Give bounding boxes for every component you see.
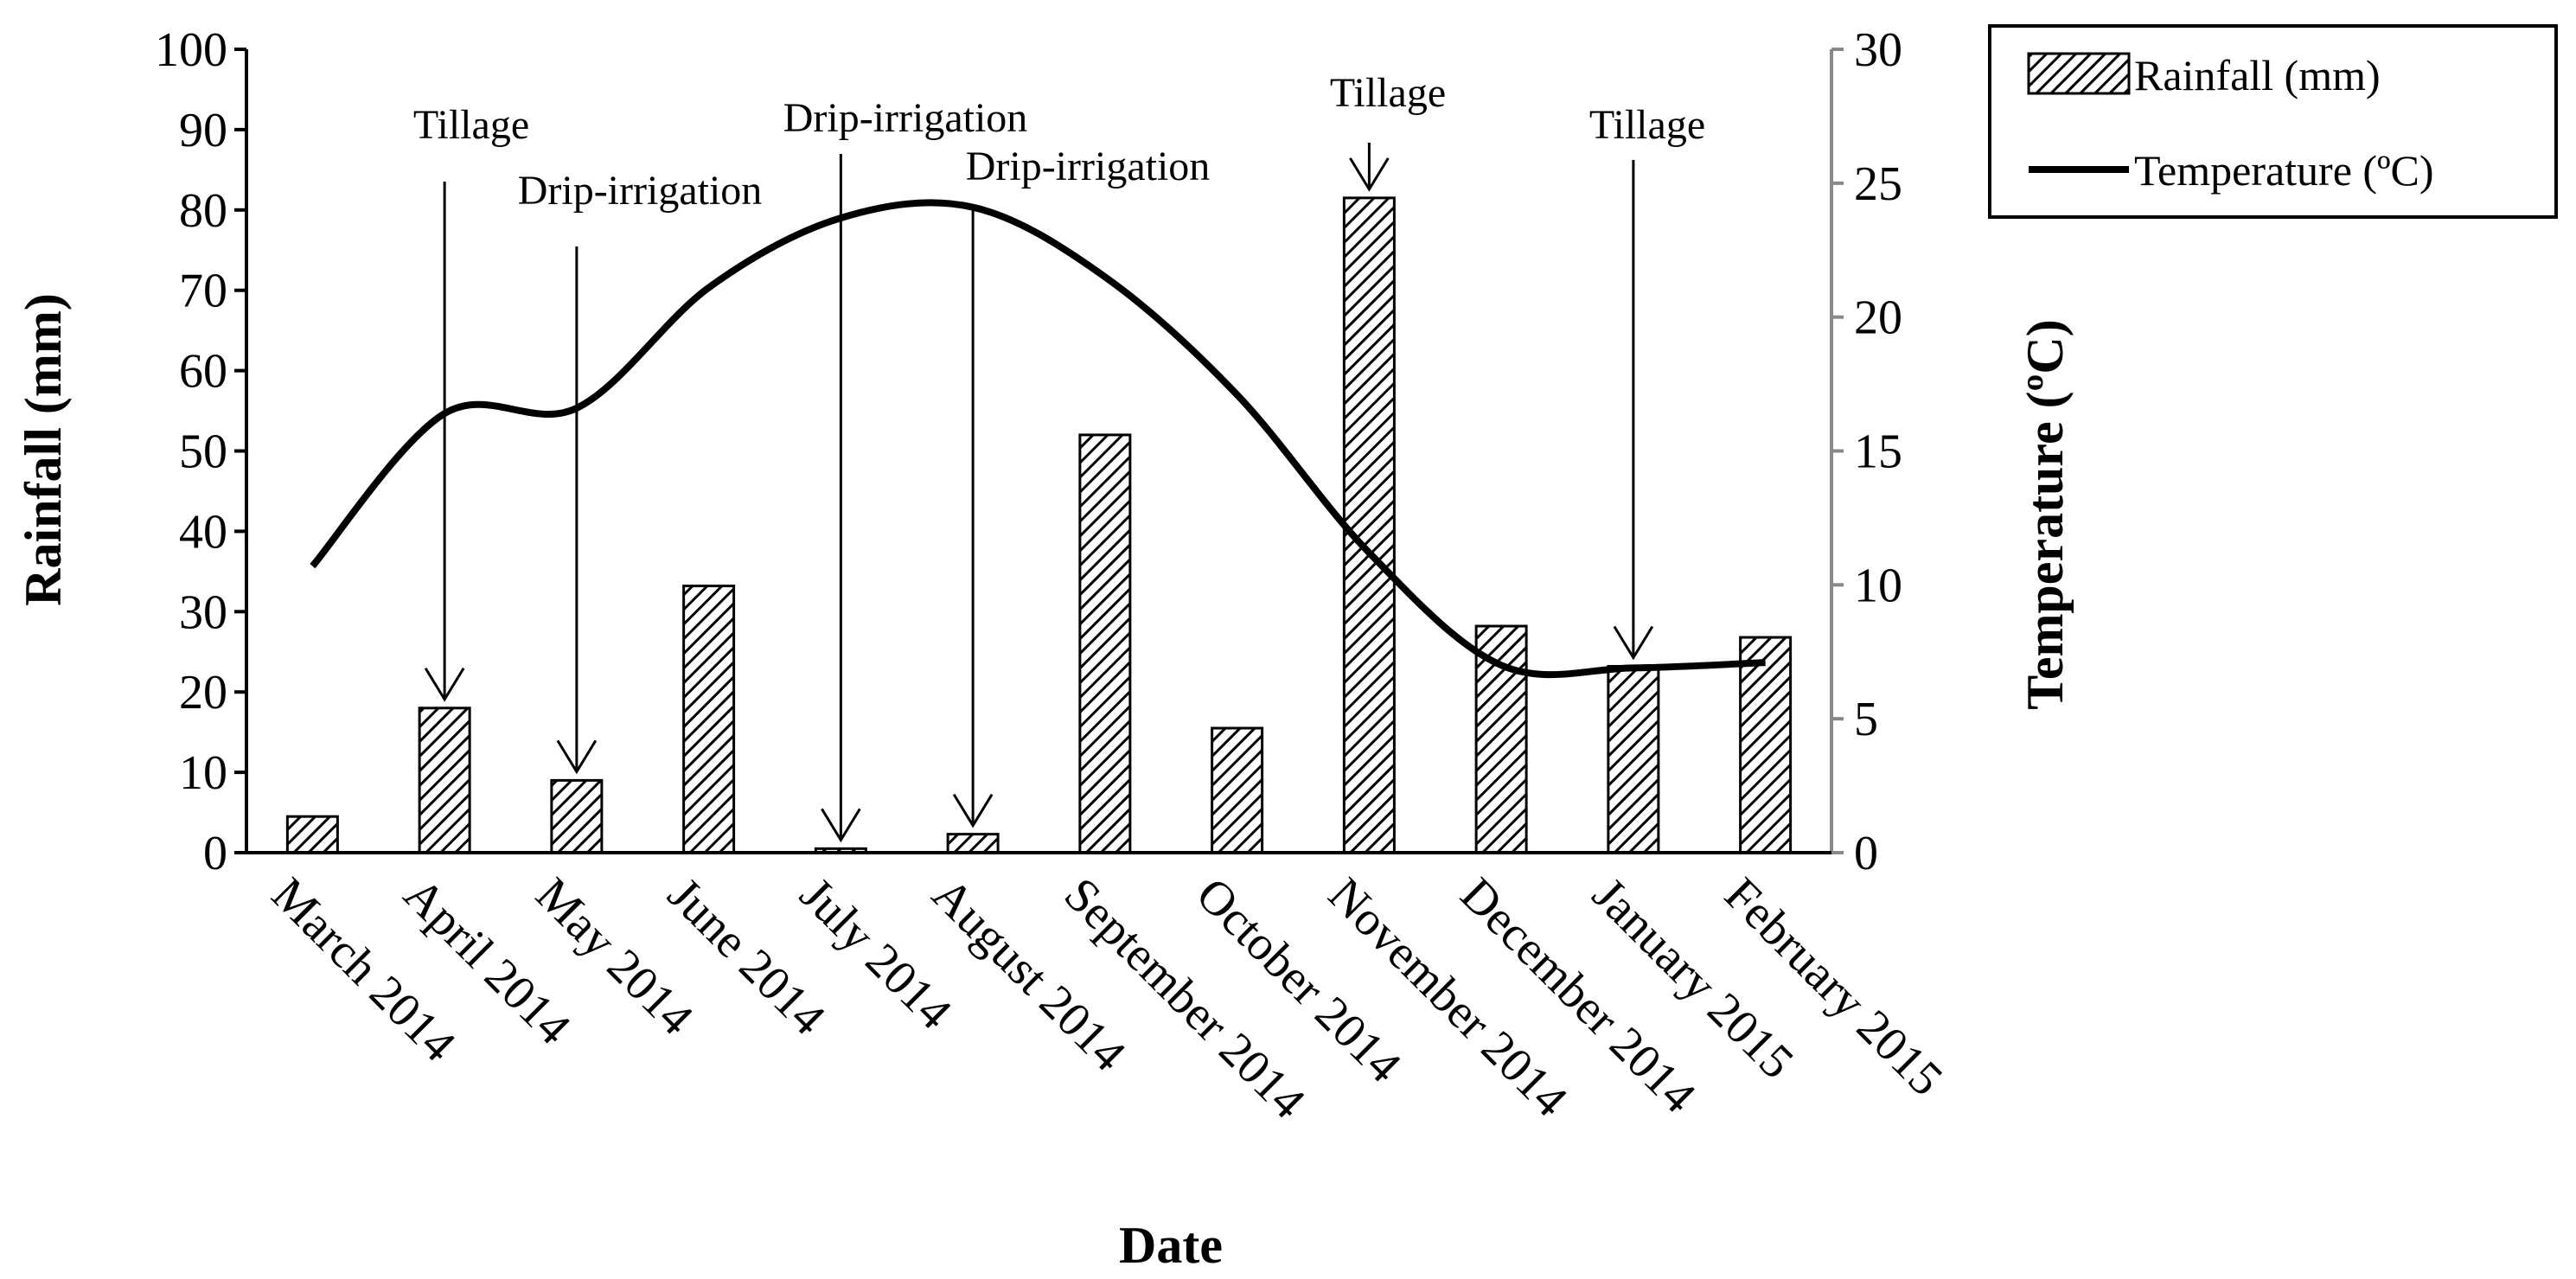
annotation-label: Drip-irrigation [783, 95, 1028, 141]
annotation-arrow-head [1349, 157, 1390, 192]
x-category-label: November 2014 [1318, 867, 1577, 1127]
y-tick-label: 20 [179, 666, 227, 719]
x-category-label: December 2014 [1450, 867, 1706, 1123]
annotation-arrow-head [424, 667, 465, 702]
y-tick-label: 0 [203, 827, 227, 880]
rainfall-bar [285, 815, 339, 854]
x-axis-title: Date [1119, 1217, 1223, 1274]
rainfall-bar [682, 585, 736, 854]
annotation-arrow-head [952, 793, 994, 828]
y-tick-label: 40 [179, 505, 227, 559]
rainfall-bar [1474, 624, 1528, 854]
y2-tick-label: 5 [1854, 693, 1878, 746]
x-category-label: September 2014 [1054, 867, 1315, 1129]
annotation-label: Drip-irrigation [966, 144, 1211, 189]
y-axis-title: Rainfall (mm) [15, 293, 72, 606]
y-tick-label: 30 [179, 585, 227, 639]
annotation-arrow-head [821, 808, 861, 843]
legend-temperature-label: Temperature (ºC) [2134, 146, 2434, 195]
y-tick-label: 10 [179, 746, 227, 800]
y-tick-label: 80 [179, 184, 227, 238]
rainfall-bar [550, 778, 604, 854]
y2-tick-label: 0 [1854, 827, 1878, 880]
y-tick-label: 100 [155, 23, 227, 77]
y2-tick-label: 25 [1854, 157, 1902, 211]
legend-rainfall-swatch [2027, 52, 2131, 95]
rainfall-bar [1211, 726, 1264, 854]
y-tick-label: 70 [179, 265, 227, 318]
rainfall-bar [1739, 636, 1793, 854]
annotation-arrow-head [556, 739, 598, 775]
rainfall-bar [1078, 433, 1132, 854]
rainfall-bar [418, 707, 471, 854]
annotation-label: Drip-irrigation [518, 168, 763, 214]
y-tick-label: 60 [179, 345, 227, 399]
legend-rainfall-label: Rainfall (mm) [2134, 51, 2381, 99]
annotation-label: Tillage [1589, 102, 1705, 148]
rainfall-bar [1607, 664, 1660, 854]
y2-axis-title: Temperature (ºC) [2017, 319, 2074, 709]
y2-tick-label: 15 [1854, 425, 1902, 479]
rainfall-bar [946, 833, 1000, 854]
y2-tick-label: 10 [1854, 559, 1902, 612]
y-tick-label: 50 [179, 425, 227, 479]
rainfall-bar [1342, 196, 1396, 854]
annotation-arrow-head [1613, 625, 1654, 661]
annotation-label: Tillage [1330, 70, 1446, 116]
y2-tick-label: 30 [1854, 23, 1902, 77]
annotation-label: Tillage [413, 102, 529, 148]
y2-tick-label: 20 [1854, 291, 1902, 345]
temperature-line [310, 199, 1766, 679]
y-tick-label: 90 [179, 104, 227, 157]
